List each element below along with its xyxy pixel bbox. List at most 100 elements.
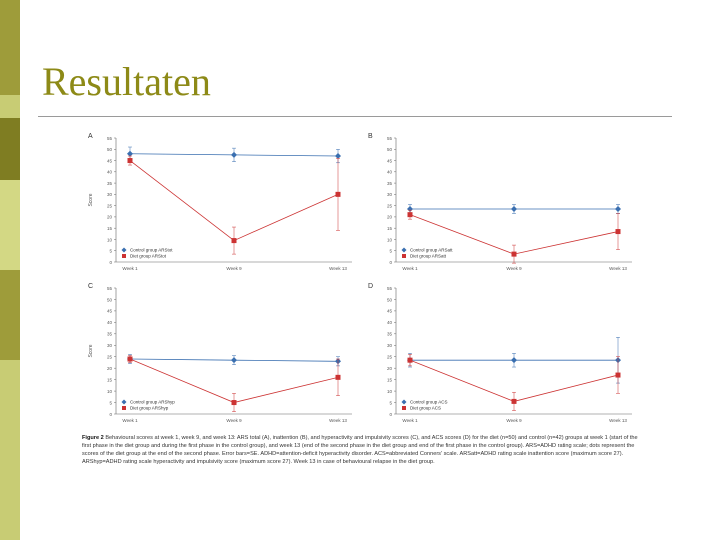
data-point: [231, 357, 237, 364]
data-point: [335, 191, 341, 197]
y-tick-label: 55: [387, 286, 393, 291]
data-point: [407, 206, 413, 213]
chart-panel-b: B 0 5 10 15 20 25 30 35 40 45 50 55 Week 1 Week 9 Week …: [368, 133, 632, 271]
legend-marker: [401, 247, 407, 253]
y-axis-title: Score: [88, 344, 94, 357]
legend-marker: [402, 406, 406, 410]
y-tick-label: 5: [109, 400, 112, 405]
title-divider: [38, 116, 672, 117]
x-tick-label: Week 1: [122, 266, 138, 271]
x-tick-label: Week 9: [226, 418, 242, 423]
chart-panel-a: A 0 5 10 15 20 25 30 35 40 45 50 55 Score Week 1 Week 9…: [88, 133, 352, 271]
y-tick-label: 15: [107, 226, 113, 231]
y-tick-label: 20: [387, 366, 393, 371]
x-tick-label: Week 9: [506, 266, 522, 271]
y-tick-label: 35: [387, 181, 393, 186]
legend-label: Control group ARSatt: [410, 248, 453, 253]
x-tick-label: Week 1: [402, 418, 418, 423]
y-tick-label: 25: [387, 355, 393, 360]
y-tick-label: 35: [387, 332, 393, 337]
side-stripe: [0, 270, 20, 360]
side-stripe: [0, 180, 20, 270]
y-tick-label: 50: [387, 297, 393, 302]
data-point: [615, 229, 621, 235]
y-tick-label: 0: [109, 260, 112, 265]
x-tick-label: Week 9: [226, 266, 242, 271]
legend-label: Control group ACS: [410, 400, 448, 405]
side-stripe: [0, 95, 20, 118]
y-tick-label: 30: [387, 343, 393, 348]
y-tick-label: 15: [387, 226, 393, 231]
legend-label: Control group ARShyp: [130, 400, 175, 405]
y-tick-label: 50: [107, 147, 113, 152]
y-tick-label: 30: [387, 192, 393, 197]
y-tick-label: 25: [387, 203, 393, 208]
y-tick-label: 10: [107, 237, 113, 242]
y-tick-label: 5: [109, 249, 112, 254]
y-tick-label: 0: [389, 260, 392, 265]
legend-marker: [402, 254, 406, 258]
legend-label: Diet group ARSatt: [410, 254, 447, 259]
figure-caption: Figure 2 Behavioural scores at week 1, w…: [82, 434, 638, 466]
side-stripe: [0, 0, 20, 95]
chart-panel-c: C 0 5 10 15 20 25 30 35 40 45 50 55 Score Week 1 Week 9…: [88, 283, 352, 423]
y-tick-label: 55: [107, 286, 113, 291]
data-point: [407, 212, 413, 218]
x-tick-label: Week 13: [329, 418, 347, 423]
y-tick-label: 45: [107, 158, 113, 163]
slide-title: Resultaten: [42, 59, 211, 104]
panel-label: A: [88, 133, 93, 140]
y-tick-label: 15: [387, 377, 393, 382]
x-tick-label: Week 13: [329, 266, 347, 271]
y-tick-label: 40: [387, 170, 393, 175]
data-point: [511, 251, 517, 257]
y-tick-label: 10: [107, 389, 113, 394]
x-tick-label: Week 13: [609, 266, 627, 271]
y-tick-label: 20: [107, 366, 113, 371]
legend-label: Diet group ARStot: [130, 254, 167, 259]
x-tick-label: Week 13: [609, 418, 627, 423]
y-tick-label: 55: [107, 136, 113, 141]
data-point: [127, 158, 133, 164]
y-tick-label: 40: [387, 320, 393, 325]
data-point: [407, 357, 413, 363]
y-tick-label: 10: [387, 389, 393, 394]
y-tick-label: 25: [107, 203, 113, 208]
data-point: [231, 400, 237, 406]
legend-marker: [401, 399, 407, 405]
legend-label: Control group ARStot: [130, 248, 173, 253]
data-point: [335, 374, 341, 380]
legend-marker: [122, 254, 126, 258]
data-point: [335, 153, 341, 160]
legend-marker: [122, 406, 126, 410]
data-point: [231, 151, 237, 158]
panel-label: C: [88, 283, 93, 290]
y-tick-label: 55: [387, 136, 393, 141]
y-tick-label: 30: [107, 343, 113, 348]
y-tick-label: 45: [107, 309, 113, 314]
legend-label: Diet group ACS: [410, 406, 441, 411]
y-tick-label: 50: [387, 147, 393, 152]
y-tick-label: 0: [109, 412, 112, 417]
y-tick-label: 5: [389, 400, 392, 405]
figure-image: A 0 5 10 15 20 25 30 35 40 45 50 55 Score Week 1 Week 9…: [82, 126, 642, 426]
data-point: [127, 356, 133, 362]
legend-marker: [121, 247, 127, 253]
y-tick-label: 30: [107, 192, 113, 197]
data-point: [231, 238, 237, 244]
y-tick-label: 50: [107, 297, 113, 302]
x-tick-label: Week 1: [402, 266, 418, 271]
data-point: [511, 398, 517, 404]
legend-label: Diet group ARShyp: [130, 406, 169, 411]
y-tick-label: 45: [387, 309, 393, 314]
side-stripe: [0, 360, 20, 540]
data-point: [511, 206, 517, 213]
chart-panel-d: D 0 5 10 15 20 25 30 35 40 45 50 55 Week 1 Week 9 Week …: [368, 283, 632, 423]
side-stripe: [0, 118, 20, 180]
caption-text: Behavioural scores at week 1, week 9, an…: [82, 435, 638, 465]
data-point: [127, 150, 133, 157]
y-tick-label: 25: [107, 355, 113, 360]
legend-marker: [121, 399, 127, 405]
y-tick-label: 15: [107, 377, 113, 382]
y-tick-label: 40: [107, 170, 113, 175]
